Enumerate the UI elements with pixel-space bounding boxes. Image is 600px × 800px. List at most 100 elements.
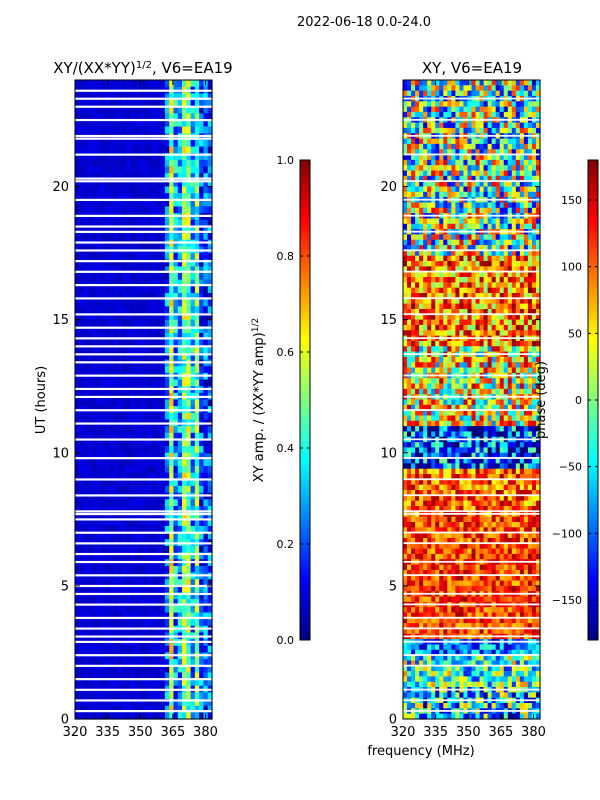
amplitude-cell — [186, 146, 192, 154]
amplitude-cell — [169, 119, 175, 128]
amplitude-cell — [207, 585, 213, 594]
phase-cell — [447, 122, 452, 129]
amplitude-cell — [199, 466, 205, 474]
amplitude-cell — [100, 166, 106, 174]
phase-cell — [419, 154, 424, 161]
phase-cell — [479, 250, 485, 257]
amplitude-cell — [190, 266, 196, 274]
phase-cell — [515, 340, 521, 347]
amplitude-cell — [92, 565, 98, 574]
phase-cell — [403, 154, 408, 161]
phase-cell — [403, 127, 408, 134]
phase-cell — [531, 239, 537, 246]
phase-cell — [535, 287, 541, 294]
amplitude-cell — [147, 193, 153, 201]
phase-cell — [435, 277, 440, 283]
amplitude-cell — [134, 219, 140, 228]
phase-cell — [531, 181, 537, 188]
phase-cell — [411, 143, 416, 150]
amplitude-cell — [104, 159, 110, 168]
amplitude-cell — [164, 253, 170, 261]
amplitude-cell — [203, 159, 209, 168]
phase-cell — [451, 106, 456, 113]
phase-cell — [483, 287, 489, 294]
phase-cell — [535, 308, 541, 315]
amplitude-cell — [87, 379, 93, 387]
amplitude-cell — [109, 612, 115, 620]
phase-cell — [415, 80, 420, 86]
amplitude-cell — [83, 512, 89, 520]
amplitude-cell — [186, 293, 192, 301]
phase-cell — [407, 287, 412, 294]
phase-cell — [439, 207, 444, 214]
phase-cell — [515, 330, 521, 337]
amplitude-cell — [122, 525, 127, 534]
amplitude-cell — [92, 579, 98, 587]
amplitude-cell — [79, 346, 85, 354]
phase-cell — [527, 293, 533, 299]
amplitude-colorbar: 0.00.20.40.60.81.0 XY amp. / (XX*YY amp)… — [251, 154, 311, 647]
phase-cell — [451, 266, 456, 273]
phase-cell — [467, 223, 473, 230]
amplitude-cell — [160, 226, 166, 234]
phase-cell — [447, 149, 452, 156]
amplitude-cell — [186, 153, 192, 161]
phase-cell — [459, 298, 465, 305]
phase-cell — [523, 293, 529, 299]
phase-cell — [519, 293, 525, 299]
phase-cell — [411, 181, 416, 188]
amplitude-cell — [87, 306, 93, 314]
phase-cell — [523, 255, 529, 262]
amplitude-cell — [152, 159, 157, 168]
amplitude-cell — [130, 339, 136, 347]
amplitude-cell — [83, 266, 89, 274]
phase-cell — [459, 223, 465, 230]
phase-cell — [435, 266, 440, 273]
amplitude-cell — [83, 506, 89, 514]
amplitude-cell — [177, 519, 183, 527]
amplitude-cell — [203, 279, 209, 287]
amplitude-cell — [182, 266, 187, 274]
amplitude-cell — [100, 366, 106, 374]
amplitude-cell — [169, 412, 175, 421]
phase-cell — [443, 106, 448, 113]
phase-cell — [535, 106, 541, 113]
amplitude-cell — [96, 486, 102, 494]
amplitude-cell — [134, 166, 140, 174]
phase-cell — [535, 324, 541, 331]
amplitude-cell — [156, 299, 162, 307]
phase-cell — [475, 234, 481, 241]
amplitude-cell — [143, 545, 149, 554]
phase-cell — [495, 175, 501, 182]
amplitude-cell — [156, 499, 162, 507]
amplitude-gap-line — [75, 678, 212, 681]
amplitude-gap-line — [75, 137, 212, 140]
phase-cell — [467, 138, 473, 145]
amplitude-cell — [164, 219, 170, 228]
phase-cell — [415, 308, 420, 315]
amplitude-cell — [169, 339, 175, 347]
amplitude-cell — [156, 672, 162, 680]
amplitude-cell — [100, 193, 106, 201]
phase-cell — [403, 261, 408, 267]
phase-cell — [415, 159, 420, 166]
phase-cell — [531, 266, 537, 273]
phase-cell — [427, 186, 432, 193]
phase-cell — [415, 191, 420, 198]
amplitude-gap-line — [75, 654, 212, 657]
amplitude-cell — [100, 579, 106, 587]
phase-cell — [535, 319, 541, 326]
amplitude-cell — [177, 552, 183, 560]
amplitude-cell — [199, 193, 205, 201]
phase-cell — [507, 218, 513, 225]
amplitude-cell — [122, 565, 127, 574]
amplitude-gap-line — [75, 105, 212, 108]
phase-cell — [527, 143, 533, 150]
phase-cell — [447, 138, 452, 145]
amplitude-cell — [169, 126, 175, 134]
amplitude-cell — [117, 432, 123, 441]
amplitude-cell — [109, 139, 115, 148]
phase-cell — [531, 122, 537, 129]
amplitude-cell — [203, 519, 209, 527]
amplitude-cell — [122, 273, 127, 281]
